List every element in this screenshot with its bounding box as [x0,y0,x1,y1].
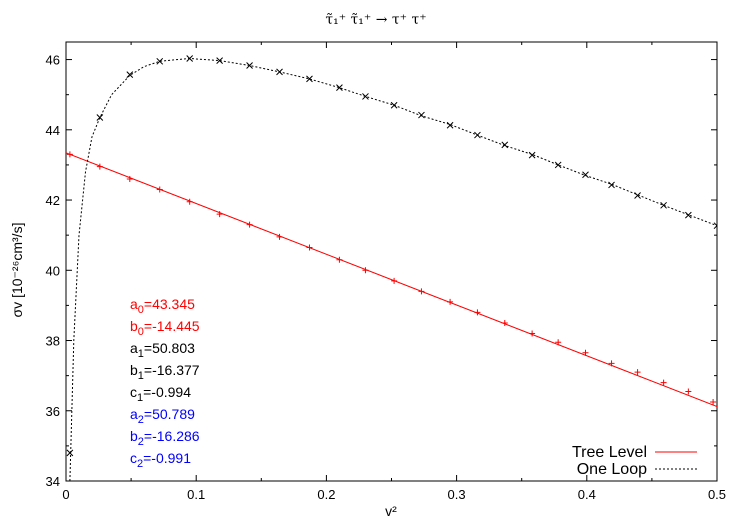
coefficient-label: b1=-16.377 [130,362,200,382]
data-point-plus [156,186,163,193]
data-point-cross [96,114,104,121]
data-point-plus [710,398,717,405]
data-point-cross [126,71,134,79]
y-tick-label: 42 [46,193,60,208]
legend-label: One Loop [577,461,647,478]
data-point-cross [246,62,253,69]
data-point-cross [390,101,398,109]
data-point-cross [66,449,74,457]
data-point-plus [216,211,223,218]
data-point-plus [474,309,481,316]
data-point-plus [96,163,103,170]
data-point-cross [186,55,194,62]
coefficient-label: c1=-0.994 [130,384,191,404]
data-point-plus [186,198,193,205]
x-tick-label: 0.1 [187,487,205,502]
data-point-plus [608,360,615,367]
coefficient-annotations: a0=43.345b0=-14.445a1=50.803b1=-16.377c1… [130,296,200,470]
data-point-plus [66,151,73,158]
data-point-cross [554,161,562,169]
data-point-cross [362,93,369,100]
chart-title: τ̃₁⁺ τ̃₁⁺ → τ⁺ τ⁺ [325,12,426,28]
plot-area: 0 0.1 0.2 0.3 0.4 0.5 34 36 38 40 42 44 46 [46,41,726,502]
y-tick-label: 36 [46,404,60,419]
data-point-cross [474,131,481,139]
data-point-plus [685,388,692,395]
data-point-cross [418,111,425,119]
data-point-plus [126,175,133,182]
y-tick-label: 46 [46,53,60,68]
coefficient-label: a0=43.345 [130,296,195,316]
x-tick-label: 0.3 [448,487,466,502]
data-point-plus [501,319,508,326]
data-point-plus [276,233,283,240]
data-point-cross [276,68,283,76]
data-point-cross [336,84,343,92]
series-tree-level [66,151,717,407]
y-tick-label: 40 [46,263,60,278]
x-tick-label: 0.5 [708,487,726,502]
data-point-plus [555,339,562,346]
series-line [69,57,717,481]
data-point-plus [246,221,253,228]
data-point-plus [529,330,536,337]
coefficient-label: a1=50.803 [130,340,195,360]
x-axis-label: v² [385,503,397,519]
y-tick-label: 38 [46,334,60,349]
series-one-loop [66,55,717,481]
data-point-cross [156,57,164,65]
data-point-plus [418,288,425,295]
data-point-plus [660,379,667,386]
y-tick-label: 44 [46,123,60,138]
data-point-plus [391,277,398,284]
data-point-cross [685,211,692,219]
coefficient-label: a2=50.789 [130,406,195,426]
coefficient-label: c2=-0.991 [130,450,191,470]
coefficient-label: b2=-16.286 [130,428,200,448]
data-point-cross [582,171,589,179]
legend-label: Tree Level [572,444,647,461]
x-tick-label: 0.2 [317,487,335,502]
data-point-cross [608,181,615,189]
data-point-cross [501,141,509,149]
data-point-cross [660,201,667,209]
data-point-plus [634,369,641,376]
data-point-cross [306,75,313,83]
data-point-cross [713,222,717,230]
series-line [66,152,717,407]
data-point-cross [216,57,223,64]
y-tick-label: 34 [46,474,60,489]
x-tick-label: 0.4 [578,487,596,502]
data-point-plus [362,267,369,274]
data-point-plus [447,298,454,305]
data-point-plus [582,349,589,356]
data-point-cross [634,192,641,199]
data-point-plus [336,256,343,263]
data-point-cross [446,121,454,129]
coefficient-label: b0=-14.445 [130,318,200,338]
data-point-cross [528,151,536,159]
data-point-plus [306,244,313,251]
y-axis-label: σv [10⁻²⁶cm³/s] [9,223,25,318]
x-tick-label: 0 [62,487,69,502]
